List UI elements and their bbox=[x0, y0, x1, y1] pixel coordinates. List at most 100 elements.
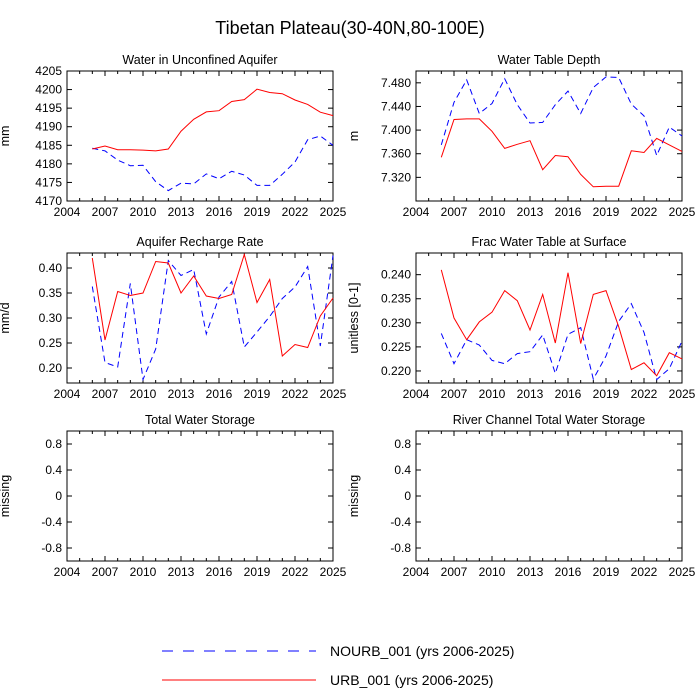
y-tick-label: 7.320 bbox=[381, 170, 411, 184]
x-tick-label: 2007 bbox=[92, 205, 119, 219]
x-tick-label: 2022 bbox=[282, 387, 309, 401]
series-line-nourb-001 bbox=[92, 135, 334, 192]
x-tick-label: 2004 bbox=[403, 205, 430, 219]
series-line-urb-001 bbox=[91, 252, 334, 357]
y-tick-label: -0.8 bbox=[41, 541, 62, 555]
y-tick-label: 7.480 bbox=[381, 76, 411, 90]
y-tick-label: 4200 bbox=[35, 83, 62, 97]
x-tick-label: 2010 bbox=[130, 387, 157, 401]
y-tick-label: 0.20 bbox=[39, 361, 63, 375]
x-tick-label: 2025 bbox=[669, 387, 696, 401]
x-tick-label: 2013 bbox=[517, 205, 544, 219]
x-tick-label: 2013 bbox=[517, 565, 544, 579]
series-line-urb-001 bbox=[440, 118, 683, 188]
x-tick-label: 2013 bbox=[517, 387, 544, 401]
y-tick-label: 0.8 bbox=[394, 437, 411, 451]
panel-title: Aquifer Recharge Rate bbox=[136, 235, 263, 249]
y-tick-label: 0.240 bbox=[381, 268, 411, 282]
plot-frame bbox=[66, 252, 334, 384]
x-tick-label: 2019 bbox=[593, 387, 620, 401]
series-line-urb-001 bbox=[440, 269, 683, 377]
y-axis-label: missing bbox=[0, 475, 12, 517]
y-axis-label: mm/d bbox=[0, 302, 12, 333]
x-tick-label: 2022 bbox=[631, 565, 658, 579]
y-tick-label: 0 bbox=[404, 489, 411, 503]
x-tick-label: 2025 bbox=[320, 387, 347, 401]
x-tick-label: 2016 bbox=[555, 205, 582, 219]
y-tick-label: -0.4 bbox=[41, 515, 62, 529]
x-tick-label: 2022 bbox=[282, 565, 309, 579]
x-tick-label: 2004 bbox=[403, 565, 430, 579]
x-tick-label: 2016 bbox=[555, 565, 582, 579]
x-tick-label: 2019 bbox=[244, 387, 271, 401]
x-tick-label: 2004 bbox=[403, 387, 430, 401]
y-tick-label: 4205 bbox=[35, 64, 62, 78]
x-tick-label: 2022 bbox=[631, 205, 658, 219]
legend: NOURB_001 (yrs 2006-2025) URB_001 (yrs 20… bbox=[162, 643, 514, 688]
x-tick-label: 2019 bbox=[244, 205, 271, 219]
y-axis-label: mm bbox=[0, 126, 12, 147]
y-tick-label: 0.8 bbox=[45, 437, 62, 451]
x-tick-label: 2007 bbox=[92, 565, 119, 579]
x-tick-label: 2010 bbox=[130, 565, 157, 579]
y-tick-label: 0.4 bbox=[45, 463, 62, 477]
y-tick-label: 0.40 bbox=[39, 261, 63, 275]
x-tick-label: 2007 bbox=[441, 387, 468, 401]
y-tick-label: 4185 bbox=[35, 138, 62, 152]
panel-1: Water in Unconfined Aquifer mm 2004 2007 201… bbox=[0, 53, 347, 219]
x-tick-label: 2007 bbox=[441, 565, 468, 579]
panel-title: Water Table Depth bbox=[498, 53, 601, 67]
panel-2: Water Table Depth m 2004 2007 2010 2013 2016 20… bbox=[347, 53, 696, 219]
y-tick-label: 4195 bbox=[35, 101, 62, 115]
panel-3: Aquifer Recharge Rate mm/d 2004 2007 2010 201… bbox=[0, 235, 347, 401]
x-tick-label: 2013 bbox=[168, 565, 195, 579]
y-tick-label: 4175 bbox=[35, 175, 62, 189]
x-tick-label: 2010 bbox=[479, 205, 506, 219]
y-tick-label: 0.30 bbox=[39, 311, 63, 325]
figure-title: Tibetan Plateau(30-40N,80-100E) bbox=[215, 18, 485, 38]
y-tick-label: 0.4 bbox=[394, 463, 411, 477]
y-tick-label: 0 bbox=[55, 489, 62, 503]
x-tick-label: 2025 bbox=[320, 205, 347, 219]
x-tick-label: 2016 bbox=[206, 387, 233, 401]
x-tick-label: 2016 bbox=[206, 565, 233, 579]
series-line-nourb-001 bbox=[91, 255, 334, 382]
x-tick-label: 2016 bbox=[555, 387, 582, 401]
y-tick-label: 0.225 bbox=[381, 340, 411, 354]
y-tick-label: 4170 bbox=[35, 194, 62, 208]
y-tick-label: 0.25 bbox=[39, 336, 63, 350]
x-tick-label: 2010 bbox=[479, 565, 506, 579]
y-tick-label: 0.35 bbox=[39, 286, 63, 300]
y-tick-label: 0.235 bbox=[381, 292, 411, 306]
panel-5: Total Water Storage missing 2004 2007 2010 20… bbox=[0, 413, 347, 579]
x-tick-label: 2010 bbox=[130, 205, 157, 219]
y-tick-label: 7.400 bbox=[381, 123, 411, 137]
x-tick-label: 2007 bbox=[92, 387, 119, 401]
x-tick-label: 2019 bbox=[593, 205, 620, 219]
y-tick-label: 0.220 bbox=[381, 364, 411, 378]
series-line-urb-001 bbox=[92, 88, 334, 152]
plot-frame bbox=[415, 252, 683, 384]
series-line-nourb-001 bbox=[440, 76, 683, 157]
x-tick-label: 2004 bbox=[54, 387, 81, 401]
y-axis-label: m bbox=[347, 131, 361, 141]
legend-label: URB_001 (yrs 2006-2025) bbox=[330, 672, 493, 688]
x-tick-label: 2022 bbox=[631, 387, 658, 401]
x-tick-label: 2007 bbox=[441, 205, 468, 219]
x-tick-label: 2025 bbox=[669, 565, 696, 579]
y-tick-label: -0.8 bbox=[390, 541, 411, 555]
panel-title: Frac Water Table at Surface bbox=[472, 235, 627, 249]
plot-frame bbox=[415, 70, 683, 202]
y-tick-label: 4180 bbox=[35, 157, 62, 171]
panel-4: Frac Water Table at Surface unitless [0-1… bbox=[347, 235, 696, 401]
x-tick-label: 2022 bbox=[282, 205, 309, 219]
plot-frame bbox=[66, 430, 334, 562]
panel-title: River Channel Total Water Storage bbox=[453, 413, 646, 427]
x-tick-label: 2025 bbox=[669, 205, 696, 219]
y-tick-label: 0.230 bbox=[381, 316, 411, 330]
x-tick-label: 2004 bbox=[54, 565, 81, 579]
plot-frame bbox=[415, 430, 683, 562]
legend-label: NOURB_001 (yrs 2006-2025) bbox=[330, 643, 514, 659]
y-tick-label: -0.4 bbox=[390, 515, 411, 529]
